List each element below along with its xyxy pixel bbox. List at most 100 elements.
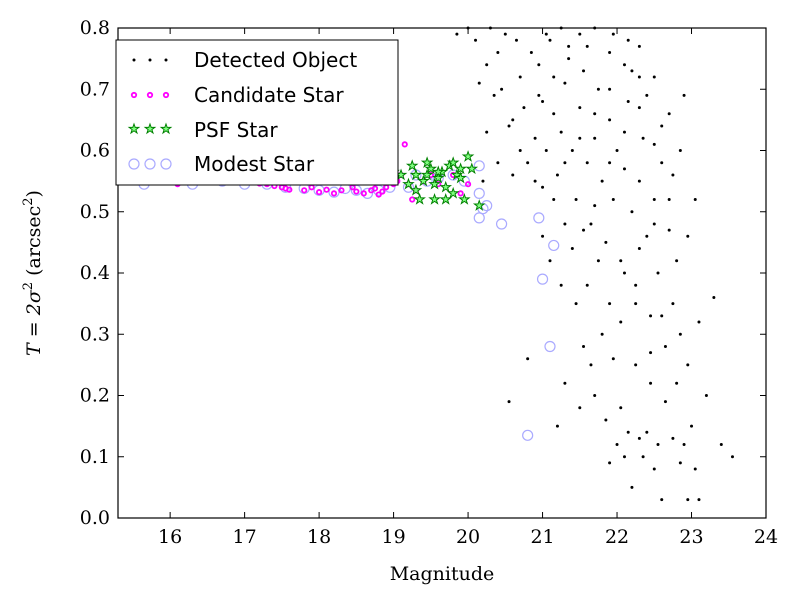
data-point [660,124,664,128]
data-point [656,271,660,275]
data-point [697,498,701,502]
data-point [464,181,472,188]
data-point [649,381,653,385]
data-point [582,69,586,73]
data-point [518,75,522,79]
data-point [552,112,556,116]
data-point [593,112,597,116]
data-point [693,198,697,201]
data-point [495,218,508,230]
data-point [622,63,626,67]
data-point [440,181,452,192]
data-point [656,443,660,446]
data-point [704,394,708,397]
data-point [630,210,634,214]
legend-entry-candidate-star: Candidate Star [130,83,344,107]
data-point [645,234,649,238]
data-point [686,234,690,238]
data-point [522,106,526,110]
x-tick-label: 24 [754,526,778,548]
data-point [541,234,545,238]
legend-marker-modest-star [128,158,140,170]
data-point [667,228,671,232]
data-point [697,320,701,324]
y-tick-label: 0.6 [80,140,110,162]
data-point [611,198,615,201]
data-point [492,93,496,97]
data-point [338,187,345,194]
data-point [511,173,515,177]
data-point [608,118,612,122]
data-point [548,259,552,263]
data-point [522,429,534,441]
data-point [712,296,716,299]
data-point [608,51,612,54]
data-point [473,212,485,224]
data-point [541,100,545,103]
data-point [652,75,656,79]
data-point [667,198,671,201]
data-point [474,38,478,42]
data-point [637,106,641,110]
series-modest-star [138,160,560,441]
data-point [671,302,675,306]
data-point [593,394,597,397]
series-detected-object [455,26,734,502]
data-point [582,345,586,348]
data-point [529,51,533,54]
legend-label-modest-star: Modest Star [194,152,315,176]
data-point [330,190,338,197]
data-point [477,81,481,85]
data-point [637,75,641,79]
y-axis-label-unit: (arcsec [23,206,45,282]
legend-entry-modest-star: Modest Star [128,152,315,176]
data-point [675,259,679,263]
y-axis: 0.0 0.1 0.2 0.3 0.4 0.5 0.6 0.7 0.8 [80,17,766,529]
data-point [645,430,649,434]
data-point [604,240,608,244]
data-point [630,485,634,489]
legend-marker-modest-star [144,158,156,170]
data-point [541,185,545,189]
y-tick-label: 0.1 [80,446,110,468]
data-point [678,461,682,465]
data-point [518,149,522,152]
data-point [544,340,556,353]
data-point [671,436,675,440]
data-point [675,381,679,385]
data-point [473,160,485,172]
data-point [652,467,656,471]
x-tick-label: 22 [605,526,629,548]
legend-label-candidate-star: Candidate Star [194,83,344,107]
data-point [678,332,682,336]
data-point [533,212,545,224]
data-point [686,363,690,367]
data-point [619,406,623,410]
data-point [619,320,623,324]
data-point [652,222,656,226]
data-point [730,455,734,459]
data-point [589,222,593,226]
y-axis-label: T = 2σ2 (arcsec2) [21,190,45,356]
data-point [578,406,582,410]
data-point [693,467,697,471]
data-point [649,314,653,318]
data-point [563,381,567,385]
data-point [622,455,626,459]
data-point [671,173,675,177]
data-point [537,93,541,97]
data-point [507,400,511,404]
data-point [634,302,638,306]
legend-box [115,39,399,186]
data-point [589,363,593,367]
data-point [383,184,390,191]
data-point [514,38,518,42]
data-point [548,38,552,42]
data-point [401,141,408,148]
data-point [652,142,656,146]
data-point [585,161,589,165]
data-point [682,443,686,446]
data-point [637,436,641,440]
data-point [536,273,549,285]
legend-marker-detected-object [132,58,136,62]
